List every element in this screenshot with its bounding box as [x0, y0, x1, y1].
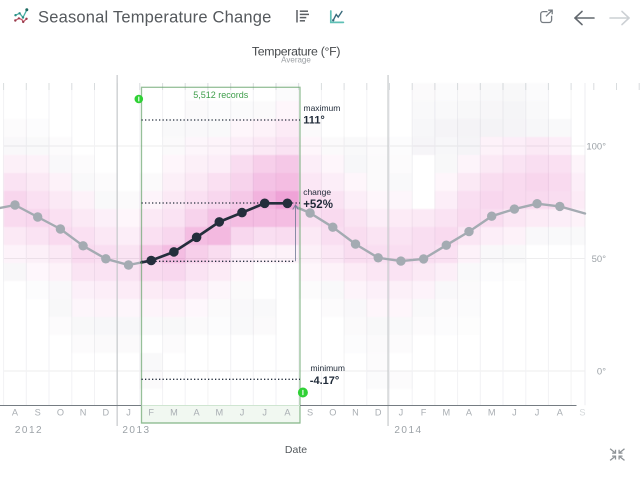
svg-text:maximum: maximum [304, 103, 341, 113]
svg-text:5,512 records: 5,512 records [193, 90, 249, 100]
svg-text:J: J [262, 407, 267, 417]
svg-text:change: change [303, 187, 331, 197]
svg-text:minimum: minimum [311, 363, 345, 373]
svg-text:100°: 100° [586, 141, 606, 152]
svg-text:S: S [35, 407, 41, 417]
svg-text:N: N [352, 407, 359, 417]
svg-text:J: J [240, 407, 245, 417]
svg-text:S: S [307, 407, 313, 417]
svg-text:A: A [12, 407, 19, 417]
svg-text:A: A [284, 407, 291, 417]
svg-text:M: M [442, 407, 450, 417]
svg-text:0°: 0° [597, 367, 606, 378]
svg-text:Date: Date [285, 444, 307, 456]
svg-text:Average: Average [281, 56, 311, 65]
svg-text:J: J [512, 407, 517, 417]
svg-text:A: A [557, 407, 564, 417]
svg-text:2014: 2014 [394, 425, 422, 436]
svg-text:O: O [57, 407, 64, 417]
svg-text:Seasonal Temperature Change: Seasonal Temperature Change [38, 9, 272, 27]
svg-text:D: D [102, 407, 109, 417]
svg-text:2013: 2013 [122, 425, 150, 436]
svg-text:M: M [488, 407, 496, 417]
svg-text:2012: 2012 [15, 425, 43, 436]
svg-text:O: O [329, 407, 336, 417]
svg-text:D: D [375, 407, 382, 417]
svg-text:Temperature (°F): Temperature (°F) [252, 44, 340, 58]
svg-text:J: J [126, 407, 131, 417]
svg-text:M: M [215, 407, 223, 417]
svg-text:A: A [466, 407, 473, 417]
svg-text:-4.17°: -4.17° [310, 375, 339, 387]
svg-text:+52%: +52% [303, 199, 333, 211]
svg-text:111°: 111° [303, 115, 325, 127]
svg-text:F: F [148, 407, 154, 417]
svg-text:N: N [80, 407, 87, 417]
svg-text:A: A [194, 407, 201, 417]
svg-text:J: J [535, 407, 540, 417]
svg-text:J: J [399, 407, 404, 417]
svg-text:S: S [579, 407, 585, 417]
svg-text:50°: 50° [592, 254, 607, 265]
svg-text:F: F [421, 407, 427, 417]
svg-text:M: M [170, 407, 178, 417]
